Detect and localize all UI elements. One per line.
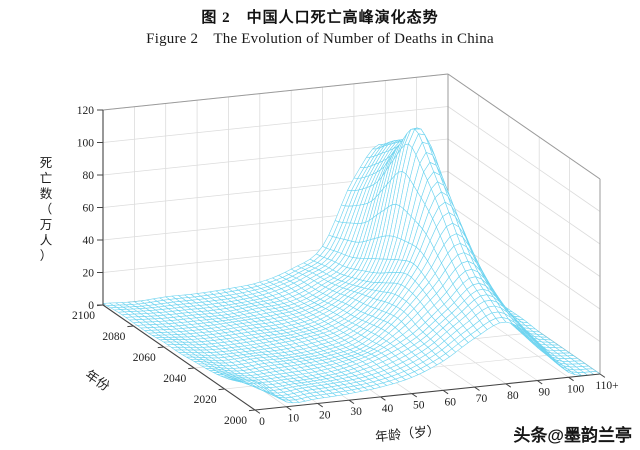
svg-text:亡: 亡 xyxy=(40,172,53,186)
svg-text:100: 100 xyxy=(567,383,585,395)
svg-text:120: 120 xyxy=(77,105,95,117)
svg-text:人: 人 xyxy=(40,234,53,248)
svg-text:0: 0 xyxy=(259,416,265,428)
svg-text:0: 0 xyxy=(88,300,94,312)
year-axis-label: 年份 xyxy=(83,367,113,394)
svg-text:40: 40 xyxy=(382,403,394,415)
svg-text:110+: 110+ xyxy=(595,380,618,392)
z-axis-label: 死亡数 （万人） xyxy=(40,156,53,263)
svg-text:90: 90 xyxy=(539,387,551,399)
svg-text:80: 80 xyxy=(83,170,95,182)
z-axis-ticks: 0 20 40 60 80 100 120 xyxy=(77,105,103,312)
svg-text:（: （ xyxy=(40,203,53,217)
figure-title-cn: 图 2 中国人口死亡高峰演化态势 xyxy=(201,10,439,26)
age-axis-label: 年龄（岁） xyxy=(374,423,440,445)
svg-text:20: 20 xyxy=(83,268,95,280)
svg-text:2020: 2020 xyxy=(194,394,217,406)
svg-text:2100: 2100 xyxy=(72,310,95,322)
svg-text:）: ） xyxy=(40,249,53,263)
axes-ticks-labels: 0204060801001202000202020402060208021000… xyxy=(40,105,619,444)
svg-text:30: 30 xyxy=(350,406,362,418)
svg-text:70: 70 xyxy=(476,393,488,405)
svg-text:60: 60 xyxy=(83,203,95,215)
svg-text:万: 万 xyxy=(40,218,53,232)
svg-text:20: 20 xyxy=(319,410,331,422)
svg-text:2060: 2060 xyxy=(133,352,156,364)
svg-text:2080: 2080 xyxy=(102,331,125,343)
svg-text:2000: 2000 xyxy=(224,415,247,427)
figure-title-en: Figure 2 The Evolution of Number of Deat… xyxy=(146,31,494,47)
watermark-text: 头条@墨韵兰亭 xyxy=(513,426,632,445)
svg-text:数: 数 xyxy=(40,186,53,201)
svg-text:40: 40 xyxy=(83,235,95,247)
age-axis-ticks: 0 10 20 30 40 50 60 70 80 90 100 110+ xyxy=(254,373,619,428)
svg-text:80: 80 xyxy=(507,390,519,402)
surface-mesh xyxy=(102,127,601,404)
svg-text:100: 100 xyxy=(77,138,95,150)
svg-text:死: 死 xyxy=(40,156,53,170)
svg-text:60: 60 xyxy=(444,396,456,408)
svg-text:50: 50 xyxy=(413,400,425,412)
svg-text:2040: 2040 xyxy=(163,373,186,385)
year-axis-ticks: 2000 2020 2040 2060 2080 2100 xyxy=(72,304,256,427)
svg-text:10: 10 xyxy=(288,413,300,425)
